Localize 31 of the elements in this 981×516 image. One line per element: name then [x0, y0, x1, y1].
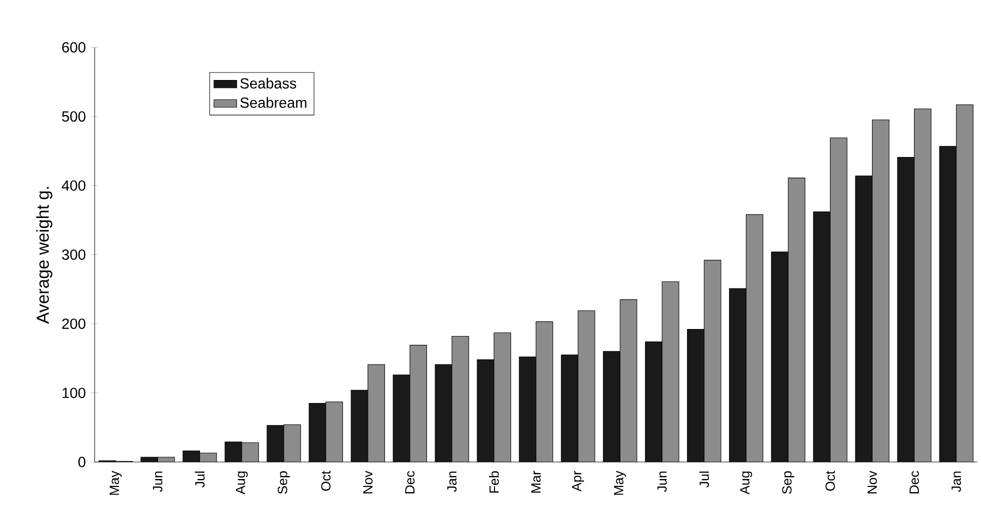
legend-label: Seabass	[240, 78, 296, 89]
x-tick-label: Oct	[826, 470, 835, 491]
x-tick-label: Feb	[489, 471, 499, 493]
x-tick-label: Jan	[447, 472, 457, 492]
legend-label: Seabream	[240, 97, 306, 108]
x-tick-label: Jul	[699, 472, 710, 488]
x-tick-label: Aug	[236, 472, 248, 494]
x-tick-label: Nov	[363, 470, 373, 494]
y-tick-label: 200	[62, 318, 86, 329]
x-tick-label: Mar	[531, 470, 541, 493]
y-tick-label: 100	[62, 388, 86, 398]
x-tick-label: Jan	[952, 472, 961, 492]
x-tick-label: Nov	[868, 470, 877, 494]
x-tick-label: May	[614, 470, 626, 495]
x-tick-label: Dec	[405, 471, 415, 494]
y-tick-label: 600	[62, 42, 86, 53]
y-tick-label: 400	[62, 180, 86, 191]
x-tick-label: Apr	[572, 470, 584, 492]
y-tick-label: 0	[78, 456, 86, 468]
x-tick-label: Jun	[153, 472, 162, 492]
y-tick-label: 300	[62, 249, 86, 260]
x-tick-label: Jul	[194, 472, 205, 488]
x-tick-label: Sep	[782, 471, 794, 494]
y-tick-label: 500	[62, 111, 86, 122]
x-tick-label: Jun	[657, 472, 667, 492]
x-tick-label: Sep	[278, 471, 290, 494]
x-tick-label: Aug	[740, 472, 752, 494]
y-axis-title: Average weight g.	[36, 187, 52, 324]
x-tick-label: Dec	[910, 471, 919, 494]
x-tick-label: May	[110, 470, 122, 495]
x-tick-label: Oct	[321, 470, 331, 491]
